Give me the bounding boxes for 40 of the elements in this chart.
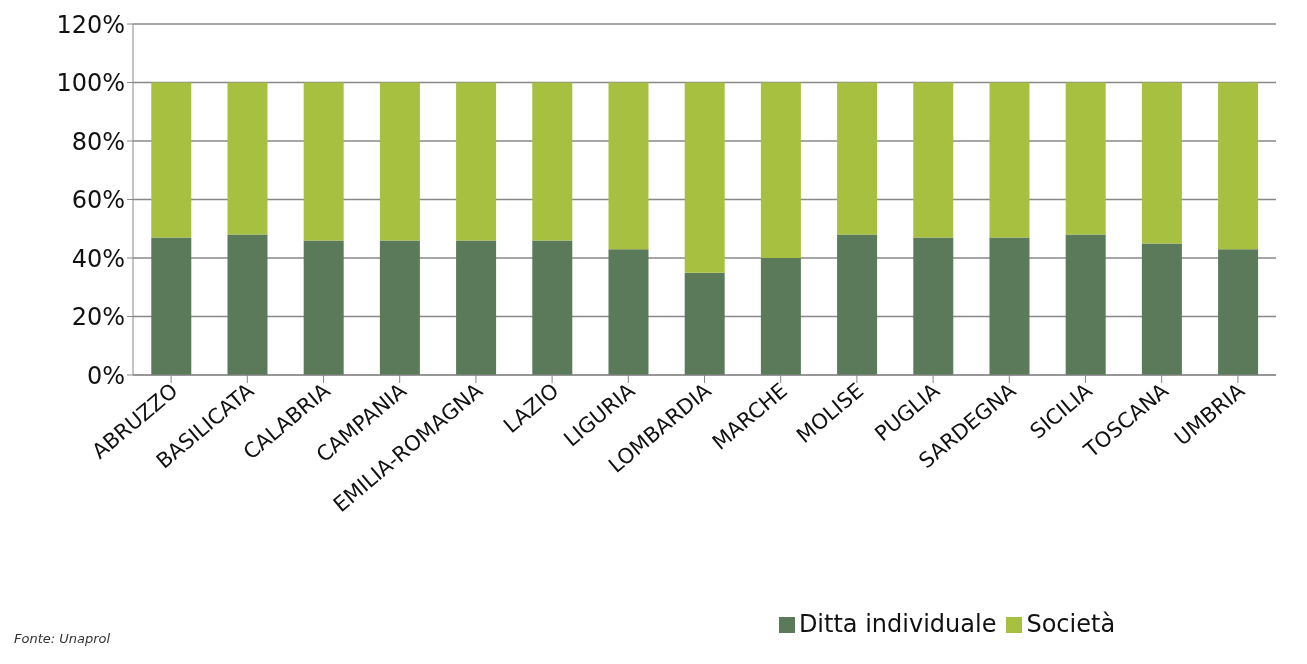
bar	[760, 258, 801, 375]
bar	[151, 82, 192, 238]
bar	[532, 240, 573, 375]
bar	[684, 272, 725, 375]
legend-label: Società	[1026, 610, 1116, 638]
bar	[913, 237, 954, 375]
bar	[913, 82, 954, 238]
bar	[227, 82, 268, 235]
bar	[303, 82, 344, 241]
bar	[1065, 82, 1106, 235]
bar	[837, 234, 878, 375]
bar	[1065, 234, 1106, 375]
legend-label: Ditta individuale	[798, 610, 997, 638]
bar	[608, 82, 649, 250]
bar	[760, 82, 801, 258]
y-tick-label: 60%	[71, 186, 125, 215]
bar	[151, 237, 192, 375]
bar	[532, 82, 573, 241]
y-tick-label: 120%	[56, 10, 125, 39]
bar	[456, 240, 497, 375]
y-tick-label: 100%	[56, 69, 125, 98]
bar	[227, 234, 268, 375]
bar	[608, 249, 649, 375]
bar	[1218, 249, 1259, 375]
bar	[1218, 82, 1259, 250]
y-tick-label: 40%	[71, 244, 125, 273]
bar	[303, 240, 344, 375]
y-tick-label: 20%	[71, 303, 125, 332]
y-tick-label: 0%	[86, 361, 125, 390]
bar	[989, 82, 1030, 238]
source-note: Fonte: Unaprol	[14, 631, 111, 646]
bar	[1141, 243, 1182, 375]
bar	[456, 82, 497, 241]
bar	[837, 82, 878, 235]
bar	[379, 82, 420, 241]
bar	[989, 237, 1030, 375]
y-tick-label: 80%	[71, 127, 125, 156]
bar	[379, 240, 420, 375]
bar	[1141, 82, 1182, 244]
bar	[684, 82, 725, 273]
